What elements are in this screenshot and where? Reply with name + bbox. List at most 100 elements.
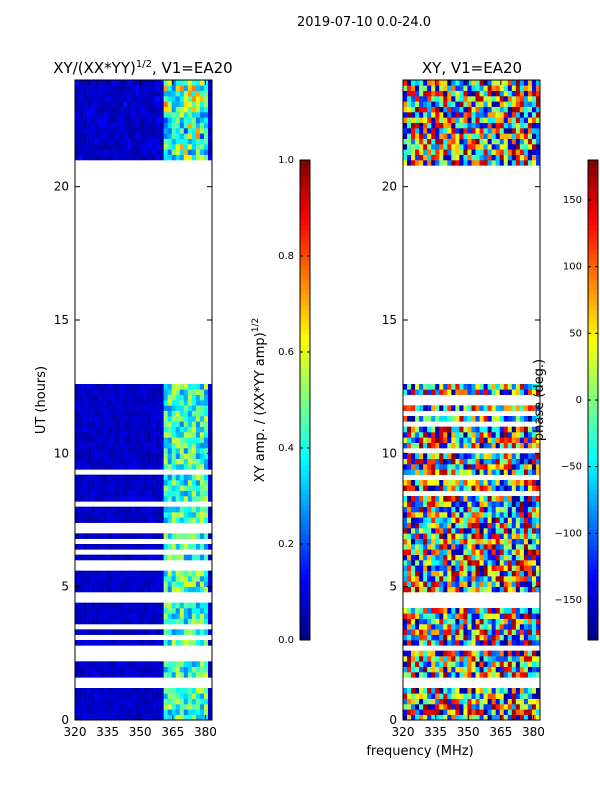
heatmap-cell [439, 661, 444, 667]
heatmap-cell [531, 154, 537, 161]
heatmap-cell [467, 480, 472, 486]
heatmap-cell [443, 469, 448, 475]
heatmap-cell [535, 517, 541, 523]
heatmap-cell [107, 608, 112, 614]
heatmap-cell [447, 106, 452, 113]
heatmap-cell [95, 640, 100, 646]
heatmap-cell [455, 517, 460, 523]
heatmap-cell [447, 133, 452, 139]
heatmap-cell [403, 106, 408, 113]
heatmap-cell [143, 432, 148, 438]
heatmap-cell [119, 533, 124, 539]
x-tick-label: 335 [96, 725, 119, 739]
heatmap-cell [195, 442, 201, 449]
heatmap-cell [103, 570, 108, 577]
colorbar-segment [588, 590, 598, 596]
heatmap-cell [531, 469, 537, 475]
heatmap-cell [523, 698, 529, 705]
heatmap-cell [203, 432, 209, 438]
heatmap-cell [531, 101, 537, 107]
heatmap-cell [179, 629, 185, 635]
heatmap-cell [527, 432, 533, 438]
heatmap-cell [183, 693, 189, 699]
heatmap-cell [447, 709, 452, 715]
heatmap-cell [139, 688, 144, 694]
heatmap-cell [431, 101, 436, 107]
colorbar-segment [300, 200, 310, 206]
heatmap-cell [483, 384, 488, 390]
heatmap-cell [183, 464, 189, 470]
heatmap-cell [491, 458, 496, 465]
heatmap-cell [491, 533, 496, 539]
heatmap-cell [511, 154, 517, 161]
heatmap-cell [143, 448, 148, 454]
heatmap-cell [111, 421, 116, 427]
heatmap-cell [139, 512, 144, 518]
heatmap-cell [499, 640, 505, 646]
heatmap-cell [503, 506, 509, 513]
heatmap-cell [151, 96, 156, 102]
colorbar-segment [588, 415, 598, 421]
heatmap-cell [127, 480, 132, 486]
heatmap-cell [159, 709, 164, 715]
heatmap-cell [439, 501, 444, 507]
heatmap-cell [191, 602, 197, 609]
heatmap-cell [191, 570, 197, 577]
heatmap-cell [127, 698, 132, 705]
heatmap-cell [491, 688, 496, 694]
heatmap-cell [107, 602, 112, 609]
heatmap-cell [471, 106, 476, 113]
heatmap-cell [167, 608, 173, 614]
heatmap-cell [407, 485, 412, 491]
heatmap-cell [523, 512, 529, 518]
heatmap-cell [507, 149, 513, 155]
heatmap-cell [171, 618, 177, 625]
heatmap-cell [507, 117, 513, 123]
heatmap-cell [163, 106, 168, 113]
heatmap-cell [479, 613, 484, 619]
heatmap-cell [415, 384, 420, 390]
heatmap-cell [527, 672, 533, 678]
heatmap-cell [503, 432, 509, 438]
heatmap-cell [407, 85, 412, 91]
heatmap-cell [159, 576, 164, 582]
heatmap-cell [507, 698, 513, 705]
heatmap-cell [443, 85, 448, 91]
heatmap-cell [495, 458, 501, 465]
heatmap-cell [159, 698, 164, 705]
heatmap-cell [151, 464, 156, 470]
heatmap-cell [511, 554, 517, 561]
heatmap-cell [127, 101, 132, 107]
heatmap-cell [123, 602, 128, 609]
heatmap-cell [183, 570, 189, 577]
heatmap-cell [143, 128, 148, 134]
heatmap-cell [531, 661, 537, 667]
heatmap-cell [475, 608, 480, 614]
heatmap-cell [439, 560, 444, 566]
heatmap-cell [183, 80, 189, 86]
heatmap-cell [183, 586, 189, 593]
heatmap-cell [487, 565, 492, 571]
heatmap-cell [483, 405, 488, 411]
heatmap-cell [491, 501, 496, 507]
heatmap-cell [403, 554, 408, 561]
heatmap-cell [419, 522, 424, 529]
heatmap-cell [451, 629, 456, 635]
heatmap-cell [439, 576, 444, 582]
heatmap-cell [167, 426, 173, 433]
heatmap-cell [431, 90, 436, 97]
heatmap-cell [139, 394, 144, 401]
heatmap-cell [523, 544, 529, 550]
heatmap-cell [427, 586, 432, 593]
heatmap-cell [203, 474, 209, 481]
heatmap-cell [131, 101, 136, 107]
heatmap-cell [535, 522, 541, 529]
heatmap-cell [135, 437, 140, 443]
colorbar-segment [588, 525, 598, 531]
heatmap-cell [415, 106, 420, 113]
heatmap-cell [515, 144, 521, 150]
heatmap-cell [455, 144, 460, 150]
heatmap-cell [159, 586, 164, 593]
heatmap-cell [495, 528, 501, 534]
heatmap-cell [531, 560, 537, 566]
